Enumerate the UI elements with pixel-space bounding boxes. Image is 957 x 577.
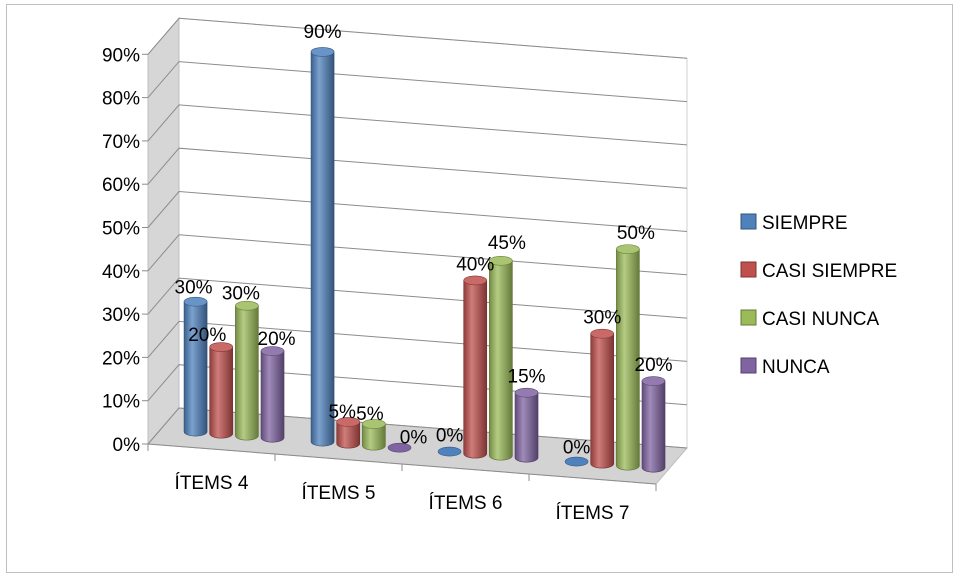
bar-2-4 (590, 328, 615, 469)
legend-swatch (740, 309, 757, 326)
bar-2-2 (336, 417, 361, 449)
x-tick-label: ÍTEMS 7 (556, 503, 630, 524)
bar-4-1 (260, 346, 285, 443)
y-tick-label: 20% (102, 348, 140, 369)
data-label: 50% (617, 223, 655, 244)
data-label: 30% (583, 308, 621, 329)
data-label: 30% (175, 278, 213, 299)
bars (183, 47, 666, 473)
bar-3-3 (489, 255, 513, 461)
y-tick-label: 10% (102, 392, 140, 413)
bar-1-4 (564, 456, 589, 467)
legend-item: SIEMPRE (740, 213, 848, 234)
gridline (147, 17, 688, 59)
x-tick-label: ÍTEMS 5 (302, 483, 376, 504)
gridline (147, 190, 688, 232)
legend-label: NUNCA (762, 357, 830, 378)
data-label: 40% (456, 254, 494, 275)
gridline (147, 104, 688, 146)
x-tick-label: ÍTEMS 6 (429, 493, 503, 514)
y-tick-label: 60% (102, 175, 140, 196)
y-tick-label: 70% (102, 132, 140, 153)
legend-label: CASI NUNCA (762, 309, 880, 330)
legend-item: NUNCA (740, 357, 830, 378)
legend-swatch (740, 213, 757, 230)
data-label: 45% (488, 233, 526, 254)
y-tick-label: 50% (102, 219, 140, 240)
data-label: 20% (188, 325, 226, 346)
category-labels: ÍTEMS 4 ÍTEMS 5 ÍTEMS 6 ÍTEMS 7 (175, 473, 630, 524)
bar-4-4 (641, 376, 666, 473)
legend-item: CASI SIEMPRE (740, 261, 897, 282)
gridline (147, 320, 688, 362)
data-label: 0% (400, 428, 428, 449)
legend: SIEMPRE CASI SIEMPRE CASI NUNCA NUNCA (740, 213, 897, 378)
data-label: 0% (436, 426, 464, 447)
y-tick-label: 0% (113, 435, 141, 456)
bar-3-1 (235, 300, 259, 441)
data-label: 15% (508, 367, 546, 388)
legend-swatch (740, 357, 757, 374)
data-label: 20% (258, 329, 296, 350)
bar-3-4 (616, 244, 640, 471)
data-label: 20% (635, 355, 673, 376)
bar-2-3 (463, 275, 488, 459)
x-tick-label: ÍTEMS 4 (175, 473, 249, 494)
gridline (147, 147, 688, 189)
data-label: 90% (304, 22, 342, 43)
data-label: 30% (222, 284, 260, 305)
bar-4-2 (387, 442, 412, 453)
bar-2-1 (209, 342, 234, 439)
side-wall (147, 16, 180, 446)
y-axis-ticks: 0% 10% 20% 30% 40% 50% 60% 70% 80% 90% (102, 45, 148, 456)
legend-label: CASI SIEMPRE (762, 261, 897, 282)
bar-1-2 (310, 47, 335, 447)
legend-label: SIEMPRE (762, 213, 848, 234)
legend-item: CASI NUNCA (740, 309, 880, 330)
bar-3-2 (362, 419, 386, 451)
data-label: 5% (356, 404, 384, 425)
gridline (147, 61, 688, 103)
y-tick-label: 30% (102, 305, 140, 326)
bar-1-3 (437, 446, 462, 457)
legend-swatch (740, 261, 757, 278)
data-label: 5% (328, 402, 356, 423)
y-tick-label: 80% (102, 89, 140, 110)
bar-4-3 (514, 387, 539, 463)
data-label: 0% (563, 438, 591, 459)
y-tick-label: 40% (102, 262, 140, 283)
y-tick-label: 90% (102, 45, 140, 66)
gridline (147, 277, 688, 319)
bar-1-1 (183, 296, 208, 437)
gridline (147, 234, 688, 276)
data-labels: 30% 20% 30% 20% 90% 5% 5% 0% 0% 40%45% 15% 0% 30% 50%… (175, 22, 673, 459)
